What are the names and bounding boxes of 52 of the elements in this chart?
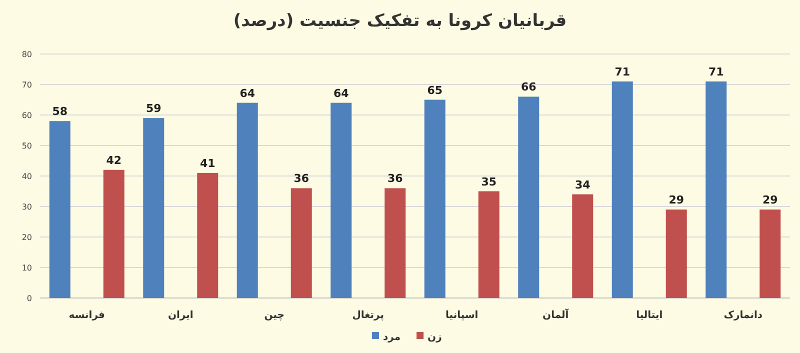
bar [290,188,312,298]
y-tick-label: 50 [22,142,32,150]
x-tick-label: ایتالیا [636,310,663,321]
bar [49,121,70,298]
bar [143,118,164,298]
y-tick-label: 70 [22,80,32,90]
bar [612,81,633,298]
bar [236,102,258,298]
x-tick-label: ایران [168,310,194,321]
y-tick-label: 10 [22,264,32,272]
y-tick-label: 30 [22,202,32,212]
bar [478,191,500,298]
y-tick-label: 20 [22,233,32,242]
bar [103,170,124,298]
data-label: 64 [240,86,256,100]
bar [572,194,594,298]
data-label: 36 [294,172,310,186]
y-tick-label: 60 [22,111,32,120]
chart-title: قربانیان کرونا به تفکیک جنسیت (درصد) [233,11,567,31]
bar [424,100,446,298]
x-tick-label: اسپانیا [446,310,478,321]
data-label: 58 [52,105,68,118]
bar [518,96,540,298]
legend-label: زن [428,332,442,343]
data-label: 65 [427,84,443,97]
bar [330,102,352,298]
data-label: 59 [146,102,162,116]
bar [197,172,218,298]
bar [666,210,687,298]
x-tick-label: دانمارک [724,310,763,321]
bar [706,81,727,298]
data-label: 36 [387,172,404,186]
x-tick-label: پرتغال [352,310,384,321]
bar [760,210,781,298]
y-tick-label: 40 [22,172,32,181]
data-label: 42 [106,154,122,167]
x-tick-label: چین [264,310,285,321]
data-label: 64 [333,86,350,100]
data-label: 41 [200,156,216,170]
data-label: 34 [574,178,591,192]
data-label: 29 [668,194,684,207]
y-tick-label: 80 [22,50,32,59]
legend-label: مرد [383,332,401,343]
data-label: 66 [520,80,537,94]
y-tick-label: 0 [26,294,32,303]
data-label: 35 [481,175,497,188]
x-tick-label: فرانسه [68,310,105,321]
bar [384,188,406,298]
data-label: 71 [614,65,630,78]
data-label: 71 [708,65,724,78]
x-tick-label: آلمان [542,308,570,321]
data-label: 29 [762,194,778,207]
